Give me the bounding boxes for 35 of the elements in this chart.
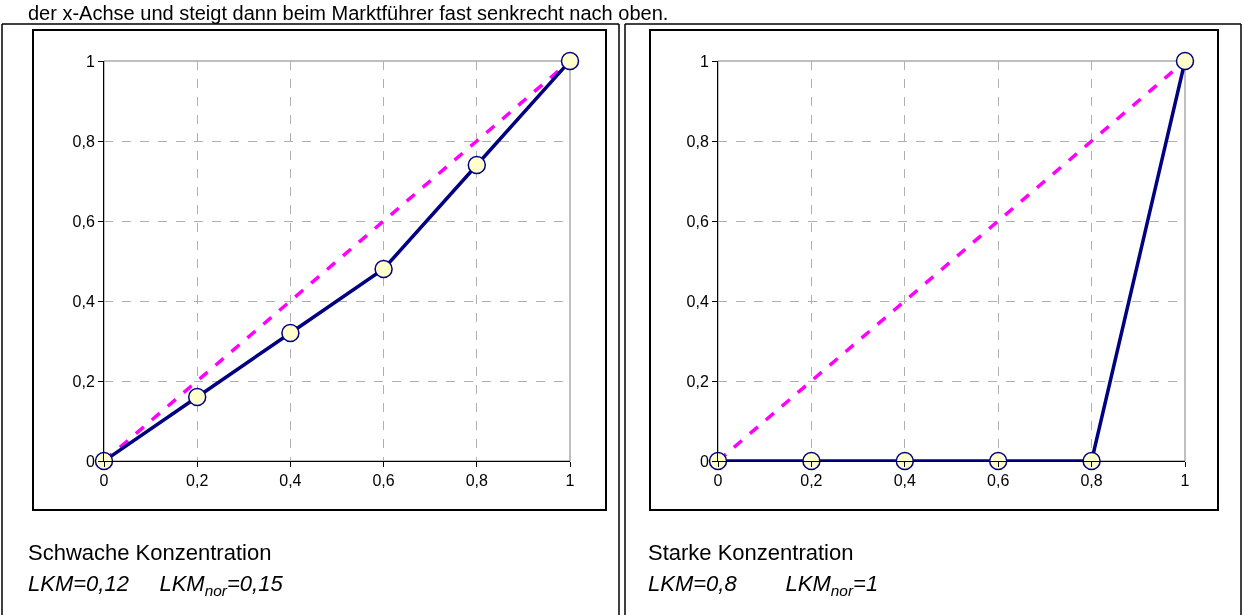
point	[560, 51, 580, 71]
point	[94, 451, 114, 471]
text: Starke Konzentration	[648, 540, 854, 565]
y-tick-label: 0,4	[686, 292, 709, 310]
point	[187, 387, 207, 407]
y-tick-label: 1	[699, 52, 709, 70]
x-tick-label: 0,6	[987, 472, 1010, 490]
x-tick-label: 0,8	[1080, 472, 1103, 490]
point	[281, 323, 300, 343]
text: Schwache Konzentration	[28, 540, 272, 565]
text: LKM=0,8 LKM$_{nor}$=1	[648, 571, 879, 599]
y-tick-label: 0	[699, 452, 709, 470]
x-tick-label: 0,4	[893, 472, 917, 490]
x-tick-label: 0	[99, 472, 109, 490]
point	[374, 259, 393, 279]
y-tick-label: 0	[85, 452, 95, 470]
x-tick-label: 1	[565, 472, 575, 490]
x-tick-label: 0,4	[279, 472, 302, 490]
x-tick-label: 0	[713, 472, 723, 490]
y-tick-label: 0,2	[72, 372, 95, 390]
text: der x-Achse und steigt dann beim Marktführer fast senkrecht nach oben.	[28, 2, 669, 24]
x-tick-label: 0,2	[186, 472, 209, 490]
x-tick-label: 0,6	[372, 472, 395, 490]
x-tick-label: 0,2	[800, 472, 823, 490]
point	[467, 155, 487, 175]
x-tick-label: 0,8	[465, 472, 489, 490]
y-tick-label: 0,4	[72, 292, 95, 310]
y-tick-label: 0,2	[686, 372, 709, 390]
y-tick-label: 0,6	[72, 212, 95, 230]
text: LKM=0,12 LKM$_{nor}$=0,15	[28, 571, 284, 599]
y-tick-label: 0,6	[686, 212, 709, 230]
y-tick-label: 1	[85, 52, 95, 70]
y-tick-label: 0,8	[686, 132, 709, 150]
x-tick-label: 1	[1180, 472, 1190, 490]
y-tick-label: 0,8	[72, 132, 95, 150]
